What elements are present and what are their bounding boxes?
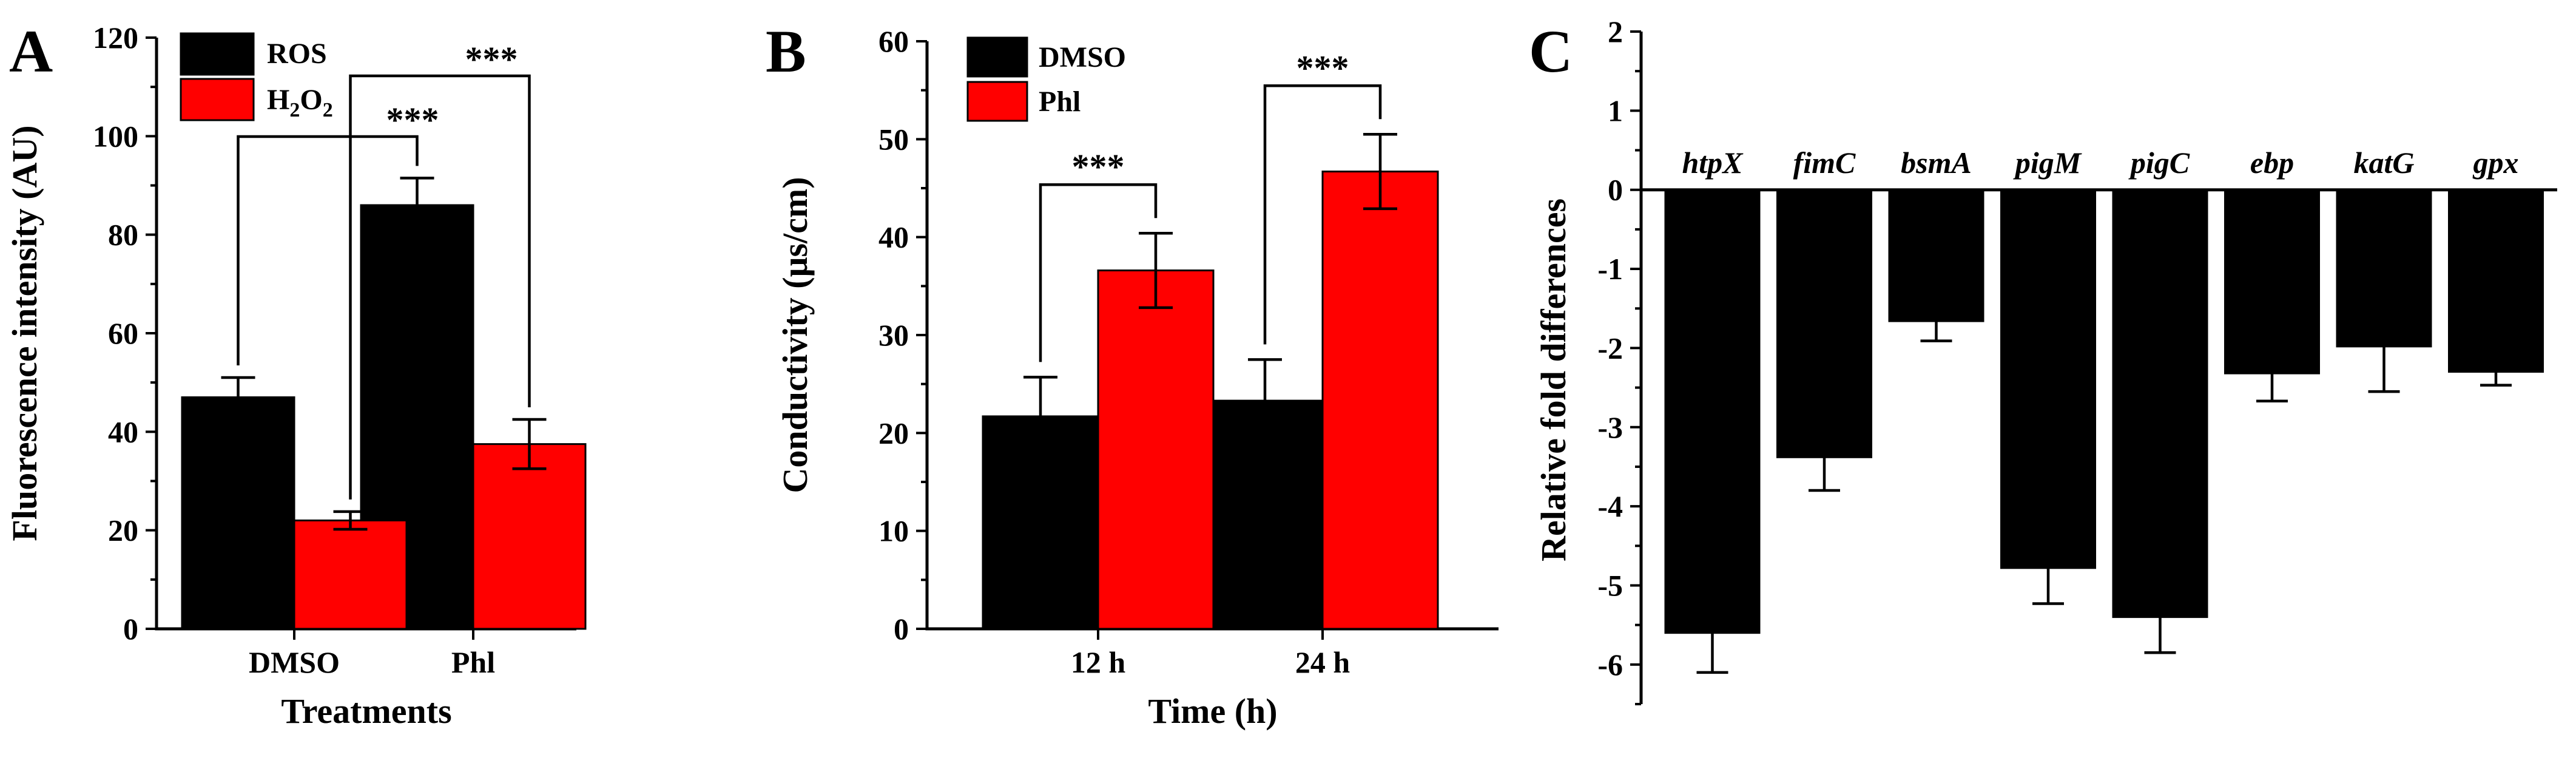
bar (1097, 269, 1215, 630)
x-tick-label: Phl (451, 645, 495, 679)
error-bar (2480, 371, 2512, 387)
legend-label-h2o2: H2O2 (267, 84, 333, 121)
significance-bracket (349, 74, 531, 500)
legend-swatch-ros (180, 32, 255, 76)
gene-label: ebp (2250, 146, 2294, 180)
legend-swatch-phl (966, 81, 1028, 122)
error-bar (221, 376, 255, 419)
y-tick-label: 40 (878, 220, 909, 254)
bar (472, 443, 587, 630)
bar (2448, 189, 2544, 373)
legend-label-part: 2 (323, 99, 333, 121)
bar (2000, 189, 2096, 569)
legend-label-part: O (300, 84, 322, 116)
bar (293, 519, 408, 630)
error-bar (1696, 632, 1728, 674)
y-tick-label: -2 (1597, 331, 1623, 365)
y-tick-label: -6 (1597, 648, 1623, 682)
significance-bracket (1039, 183, 1158, 362)
bar (1664, 189, 1761, 634)
panel-label-a: A (9, 18, 53, 85)
y-tick-label: 10 (878, 514, 909, 548)
error-bar (2368, 346, 2400, 393)
legend-swatch-h2o2 (180, 78, 255, 121)
y-tick-label: 60 (878, 24, 909, 58)
legend-label-phl: Phl (1039, 86, 1081, 118)
y-tick-label: 100 (93, 119, 138, 153)
y-tick-label: -4 (1597, 489, 1623, 523)
bar (2112, 189, 2208, 619)
error-bar (333, 510, 368, 531)
error-bar (1023, 376, 1057, 457)
y-tick-label: 30 (878, 318, 909, 352)
gene-label: bsmA (1901, 146, 1972, 180)
panel-label-c: C (1529, 18, 1573, 85)
legend-label-dmso: DMSO (1039, 41, 1126, 73)
error-bar (2032, 568, 2064, 605)
y-tick-label: 80 (108, 218, 138, 252)
bar (1888, 189, 1984, 322)
significance-label: *** (465, 39, 518, 79)
legend-label-ros: ROS (267, 38, 327, 70)
panel-a: A 0 20 40 60 80 100 120 Fluorescence intensity (… (5, 18, 587, 731)
error-bar (2256, 373, 2288, 402)
y-tick-label: 0 (123, 612, 138, 646)
y-tick-label: 50 (878, 122, 909, 156)
error-bar (400, 177, 434, 234)
gene-label: gpx (2473, 146, 2519, 180)
error-bar (2144, 617, 2176, 654)
x-axis-label: Time (h) (1148, 691, 1277, 731)
y-tick-label: 0 (894, 612, 909, 646)
significance-label: *** (1072, 147, 1125, 186)
y-tick-label: 2 (1608, 15, 1623, 49)
y-tick-label: -1 (1597, 252, 1623, 286)
y-axis-label: Fluorescence intensity (AU) (5, 125, 44, 541)
bar (181, 396, 295, 630)
x-tick-label: 12 h (1071, 645, 1126, 679)
panel-c: C -6 -5 -4 -3 -2 -1 0 1 2 Relative fold difference… (1529, 15, 2557, 705)
legend-label-part: 2 (289, 99, 300, 121)
x-tick-label: DMSO (249, 645, 340, 679)
gene-label: pigM (2013, 146, 2082, 180)
gene-label: pigC (2128, 146, 2190, 180)
y-tick-label: 120 (93, 21, 138, 55)
bar (1321, 171, 1439, 630)
x-tick-label: 24 h (1295, 645, 1350, 679)
significance-label: *** (1296, 48, 1349, 87)
error-bar (1809, 457, 1840, 492)
legend-label-part: H (267, 84, 289, 116)
bar (1776, 189, 1872, 458)
y-tick-label: 20 (878, 416, 909, 450)
bar (2336, 189, 2432, 348)
y-tick-label: -3 (1597, 410, 1623, 444)
error-bar (1139, 231, 1173, 310)
y-tick-label: 1 (1608, 93, 1623, 127)
gene-label: katG (2354, 146, 2415, 180)
gene-label: fimC (1793, 146, 1856, 180)
significance-label: *** (386, 100, 439, 140)
bar (2224, 189, 2320, 375)
panel-label-b: B (766, 18, 806, 85)
y-axis-label: Conductivity (μs/cm) (775, 177, 815, 493)
error-bar (1363, 133, 1397, 211)
y-tick-label: 60 (108, 316, 138, 350)
y-axis-label: Relative fold differences (1534, 198, 1573, 561)
significance-bracket (237, 135, 419, 366)
y-tick-label: 0 (1608, 173, 1623, 207)
error-bar (1920, 321, 1952, 342)
error-bar (512, 418, 547, 470)
y-tick-label: 40 (108, 415, 138, 449)
y-tick-label: 20 (108, 513, 138, 547)
significance-bracket (1263, 84, 1382, 345)
panel-b: B 0 10 20 30 40 50 60 Conductivity (μs/cm) 12 h 24… (766, 18, 1499, 731)
legend-swatch-dmso (966, 36, 1028, 78)
y-tick-label: -5 (1597, 568, 1623, 602)
error-bar (1248, 358, 1282, 444)
x-axis-label: Treatments (281, 691, 451, 731)
gene-label: htpX (1682, 146, 1744, 180)
